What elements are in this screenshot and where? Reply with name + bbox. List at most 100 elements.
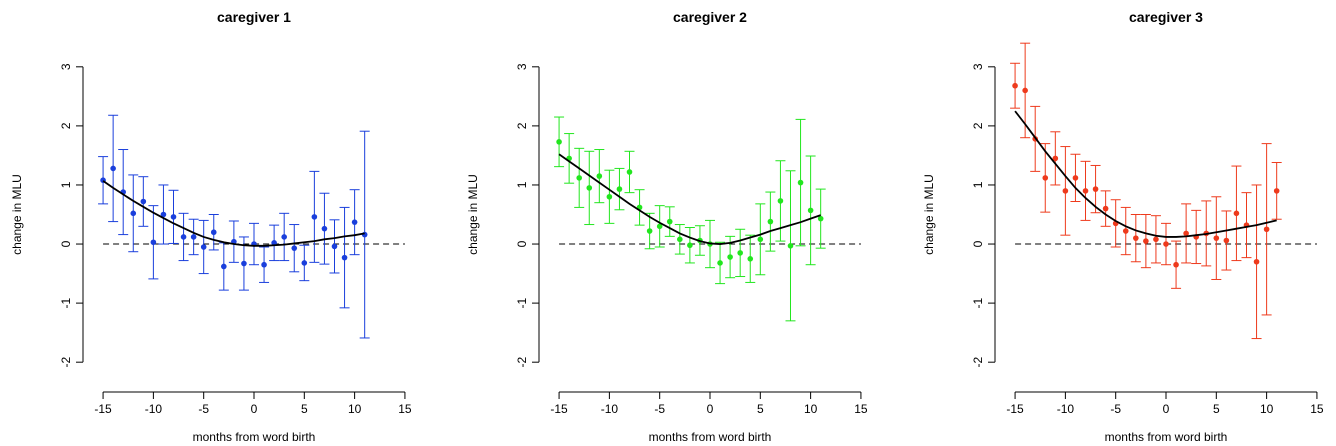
x-tick-label: 10	[804, 402, 818, 416]
panel-title: caregiver 3	[1129, 9, 1203, 25]
point	[221, 263, 227, 270]
point	[1042, 175, 1049, 181]
point	[1072, 175, 1079, 181]
x-tick-label: -10	[145, 402, 163, 416]
x-tick-label: -5	[654, 402, 665, 416]
x-tick-label: 0	[251, 402, 258, 416]
x-tick-label: 15	[854, 402, 868, 416]
point	[1183, 230, 1189, 237]
point	[1153, 236, 1159, 243]
point	[341, 254, 348, 261]
y-tick-label: 0	[59, 240, 73, 247]
point	[351, 219, 358, 225]
x-tick-label: -10	[1057, 402, 1075, 416]
y-tick-label: -1	[59, 297, 73, 308]
fit-line	[1014, 110, 1277, 238]
point	[677, 236, 683, 243]
point	[170, 214, 177, 220]
point	[1133, 235, 1139, 241]
point	[556, 139, 562, 145]
point	[160, 211, 167, 218]
x-tick-label: 0	[707, 402, 714, 416]
point	[130, 210, 137, 217]
panel: caregiver 2 months from word birth change …	[466, 9, 868, 444]
point	[311, 214, 318, 220]
point	[586, 185, 593, 191]
point	[767, 218, 774, 225]
y-tick-label: 2	[971, 122, 985, 129]
point	[140, 198, 147, 205]
x-tick-label: 10	[1260, 402, 1274, 416]
point	[817, 215, 824, 222]
x-tick-label: 10	[348, 402, 362, 416]
point	[606, 193, 613, 200]
y-tick-label: 0	[971, 240, 985, 247]
point	[1273, 188, 1280, 194]
point	[180, 234, 187, 240]
x-axis-label: months from word birth	[193, 430, 316, 444]
fit-line	[558, 153, 821, 245]
x-tick-label: -10	[601, 402, 619, 416]
point	[1263, 226, 1270, 233]
x-tick-label: 15	[1310, 402, 1324, 416]
point	[1163, 241, 1169, 247]
point	[321, 225, 328, 232]
x-axis-label: months from word birth	[649, 430, 772, 444]
point	[747, 256, 754, 262]
y-axis-label: change in MLU	[922, 174, 936, 255]
y-tick-label: 2	[515, 122, 529, 129]
point	[241, 260, 247, 267]
point	[1082, 188, 1089, 194]
point	[1223, 237, 1230, 244]
x-tick-label: 5	[301, 402, 308, 416]
point	[666, 218, 673, 225]
point	[616, 186, 623, 192]
y-tick-label: -1	[971, 297, 985, 308]
point	[190, 234, 197, 240]
point	[1092, 186, 1099, 192]
panel: caregiver 3 months from word birth change …	[922, 9, 1324, 444]
point	[291, 245, 298, 251]
y-axis-label: change in MLU	[466, 174, 480, 255]
y-tick-label: -1	[515, 297, 529, 308]
point	[200, 244, 207, 250]
point	[687, 242, 693, 249]
fit-line	[102, 180, 365, 247]
point	[1062, 188, 1069, 194]
point	[1052, 155, 1059, 162]
y-tick-label: 3	[59, 63, 73, 70]
point	[1173, 261, 1179, 268]
point	[1213, 235, 1220, 241]
point	[261, 261, 267, 268]
y-axis-label: change in MLU	[10, 174, 24, 255]
y-tick-label: -2	[515, 357, 529, 368]
point	[1022, 87, 1028, 94]
point	[150, 239, 157, 246]
point	[596, 173, 603, 179]
point	[210, 229, 217, 236]
point	[301, 260, 308, 266]
point	[757, 236, 764, 243]
point	[656, 223, 663, 230]
x-tick-label: 5	[757, 402, 764, 416]
y-tick-label: 3	[971, 63, 985, 70]
y-tick-label: 3	[515, 63, 529, 70]
point	[331, 243, 338, 250]
point	[787, 243, 794, 249]
point	[576, 175, 582, 181]
point	[717, 260, 723, 266]
point	[281, 234, 287, 240]
panel-title: caregiver 2	[673, 9, 747, 25]
point	[777, 198, 784, 204]
y-tick-label: 1	[59, 181, 73, 188]
point	[1253, 258, 1260, 265]
x-tick-label: -15	[550, 402, 568, 416]
y-tick-label: 1	[971, 181, 985, 188]
x-tick-label: 15	[398, 402, 412, 416]
x-tick-label: 0	[1163, 402, 1170, 416]
point	[737, 250, 743, 256]
point	[646, 228, 653, 234]
point	[807, 207, 814, 214]
point	[797, 179, 804, 186]
x-axis-label: months from word birth	[1105, 430, 1228, 444]
